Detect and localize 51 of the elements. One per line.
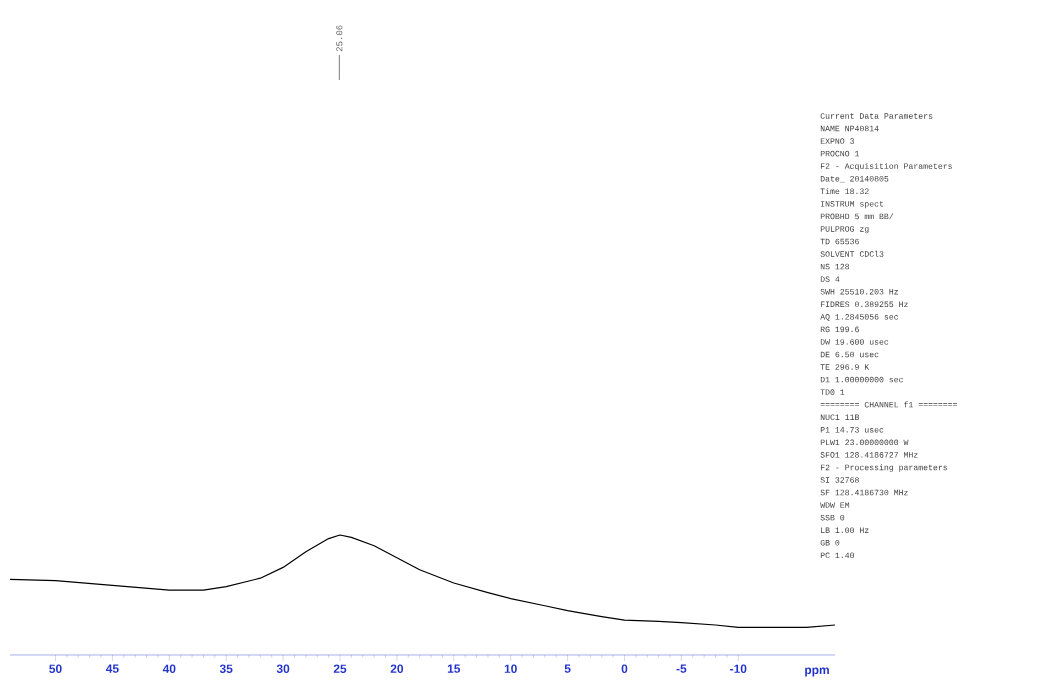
text: F2 - Acquisition Parameters xyxy=(820,162,952,171)
text: NS 128 xyxy=(820,263,850,270)
x-tick-label: 0 xyxy=(621,664,628,673)
x-tick-label: 30 xyxy=(276,664,290,673)
text: Date_ 20140805 xyxy=(820,175,889,183)
text: DW 19.600 usec xyxy=(820,339,889,345)
x-tick-label: 25 xyxy=(333,664,347,673)
x-tick-label: 10 xyxy=(504,664,517,673)
x-tick-label: 35 xyxy=(219,664,233,673)
x-tick-label: 45 xyxy=(105,664,119,673)
text: INSTRUM spect xyxy=(821,201,884,209)
text: PLW1 23.00000000 W xyxy=(820,439,909,446)
text: PROBHD 5 mm BB/ xyxy=(820,213,894,220)
text: Current Data Parameters xyxy=(820,113,933,119)
text: P1 14.73 usec xyxy=(820,427,884,433)
text: TE 296.9 K xyxy=(820,364,870,370)
text: RG 199.6 xyxy=(820,326,859,333)
text: SI 32768 xyxy=(820,477,859,483)
annotation: GB 0 xyxy=(820,539,840,546)
x-tick-label: 50 xyxy=(49,664,62,673)
x-tick-label: 20 xyxy=(390,664,404,673)
x-tick-label: -5 xyxy=(676,664,687,673)
x-tick-label: 40 xyxy=(162,664,176,673)
text: Time 18.32 xyxy=(820,188,869,195)
text: NUC1 11B xyxy=(820,414,860,420)
annotation: PC 1.40 xyxy=(820,552,855,559)
text: TD 65536 xyxy=(820,238,859,245)
text: EXPNO 3 xyxy=(820,138,854,144)
text: ======== CHANNEL f1 ======== xyxy=(820,401,957,408)
text: D1 1.00000000 sec xyxy=(820,376,903,383)
text: F2 - Processing parameters xyxy=(820,464,947,472)
x-axis-title: ppm xyxy=(805,667,829,677)
x-tick-label: -10 xyxy=(730,664,747,673)
text: SWH 25510.203 Hz xyxy=(820,288,898,295)
text: SOLVENT CDCl3 xyxy=(820,250,884,257)
text: PROCNO 1 xyxy=(820,150,860,157)
text: NAME NP40814 xyxy=(820,125,879,132)
text: SFO1 128.4186727 MHz xyxy=(820,452,918,458)
text: DE 6.50 usec xyxy=(820,351,879,358)
x-tick-label: 5 xyxy=(564,664,571,673)
text: SSB 0 xyxy=(820,514,845,521)
text: WDW EM xyxy=(820,502,850,508)
text: TD0 1 xyxy=(820,389,845,395)
text: AQ 1.2845056 sec xyxy=(820,314,899,322)
text: LB 1.00 Hz xyxy=(821,527,869,533)
ref-line-label: 25.06 xyxy=(336,25,343,52)
text: FIDRES 0.389255 Hz xyxy=(820,301,908,308)
text: DS 4 xyxy=(820,276,840,282)
text: PULPROG zg xyxy=(820,226,869,234)
x-tick-label: 15 xyxy=(447,664,461,673)
text: SF 128.4186730 MHz xyxy=(820,489,908,496)
